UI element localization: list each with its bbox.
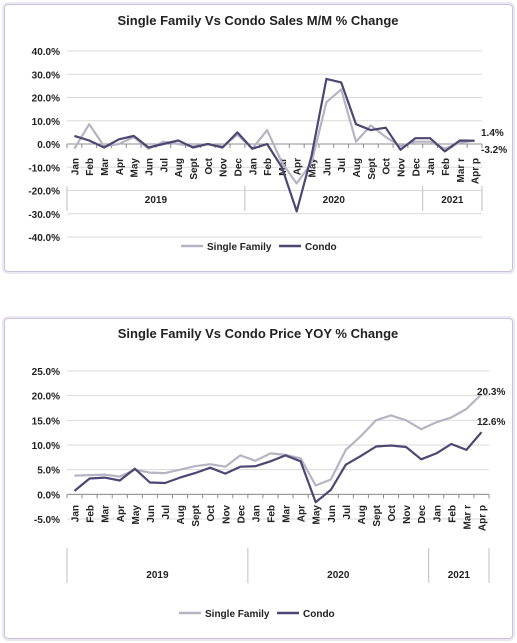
x-tick-label: Dec bbox=[233, 158, 244, 177]
x-tick-label: Mar r bbox=[456, 158, 467, 183]
x-tick-label: Apr p bbox=[471, 158, 482, 184]
x-tick-label: Jul bbox=[342, 505, 353, 520]
x-tick-label: Mar bbox=[100, 158, 111, 176]
x-tick-label: Sept bbox=[372, 504, 383, 526]
x-tick-label: Jun bbox=[146, 505, 157, 523]
x-tick-label: Aug bbox=[174, 158, 185, 177]
y-tick-label: -5.0% bbox=[34, 515, 60, 526]
x-tick-label: Sept bbox=[189, 157, 200, 179]
x-tick-label: Oct bbox=[387, 504, 398, 521]
year-label: 2021 bbox=[441, 195, 464, 206]
y-tick-label: 0.0% bbox=[37, 140, 60, 151]
year-label: 2020 bbox=[323, 195, 346, 206]
y-tick-label: -10.0% bbox=[28, 163, 60, 174]
x-tick-label: Apr bbox=[116, 505, 127, 522]
x-tick-label: Jan bbox=[248, 158, 259, 175]
legend-label: Single Family bbox=[205, 609, 270, 620]
x-tick-label: Sept bbox=[191, 504, 202, 526]
condo-line bbox=[74, 77, 475, 213]
x-tick-label: Jun bbox=[322, 158, 333, 176]
x-tick-label: Oct bbox=[382, 157, 393, 174]
end-value-label: -3.2% bbox=[481, 145, 507, 156]
chart-title: Single Family Vs Condo Sales M/M % Chang… bbox=[118, 13, 399, 28]
y-tick-label: 0.0% bbox=[37, 490, 60, 501]
y-tick-label: 10.0% bbox=[32, 117, 60, 128]
y-tick-label: 30.0% bbox=[32, 70, 60, 81]
y-tick-label: -40.0% bbox=[28, 233, 60, 244]
x-tick-label: Jan bbox=[70, 158, 81, 175]
x-tick-label: Feb bbox=[441, 158, 452, 176]
sales-chart-panel: Single Family Vs Condo Sales M/M % Chang… bbox=[4, 4, 513, 272]
x-tick-label: Nov bbox=[221, 505, 232, 524]
x-tick-label: Jul bbox=[159, 158, 170, 173]
x-tick-label: May bbox=[130, 158, 141, 178]
year-label: 2019 bbox=[146, 570, 169, 581]
year-label: 2019 bbox=[145, 195, 168, 206]
year-label: 2021 bbox=[448, 570, 471, 581]
x-tick-label: Oct bbox=[204, 157, 215, 174]
legend-label: Condo bbox=[305, 242, 337, 253]
legend-label: Single Family bbox=[207, 242, 272, 253]
x-tick-label: Sept bbox=[367, 157, 378, 179]
price-chart-svg: Single Family Vs Condo Price YOY % Chang… bbox=[32, 326, 506, 620]
y-tick-label: 15.0% bbox=[32, 416, 60, 427]
y-tick-label: 20.0% bbox=[32, 392, 60, 403]
x-tick-label: Mar bbox=[278, 158, 289, 176]
sales-chart-svg: Single Family Vs Condo Sales M/M % Chang… bbox=[28, 13, 507, 253]
year-label: 2020 bbox=[327, 570, 350, 581]
x-tick-label: Aug bbox=[357, 505, 368, 524]
x-tick-label: Jan bbox=[251, 505, 262, 522]
x-tick-label: Dec bbox=[417, 505, 428, 524]
x-tick-label: Feb bbox=[447, 505, 458, 523]
x-tick-label: Oct bbox=[206, 504, 217, 521]
x-tick-label: Feb bbox=[263, 158, 274, 176]
end-value-label: 1.4% bbox=[481, 128, 504, 139]
x-tick-label: May bbox=[308, 158, 319, 178]
x-tick-label: Apr bbox=[115, 158, 126, 175]
x-tick-label: Aug bbox=[176, 505, 187, 524]
x-tick-label: May bbox=[131, 505, 142, 525]
x-tick-label: Feb bbox=[266, 505, 277, 523]
y-tick-label: 25.0% bbox=[32, 367, 60, 378]
y-tick-label: 5.0% bbox=[37, 466, 60, 477]
x-tick-label: Feb bbox=[85, 158, 96, 176]
x-tick-label: Jun bbox=[145, 158, 156, 176]
condo-line bbox=[73, 431, 483, 504]
y-tick-label: 10.0% bbox=[32, 441, 60, 452]
x-tick-label: May bbox=[312, 505, 323, 525]
x-tick-label: Nov bbox=[402, 505, 413, 524]
x-tick-label: Nov bbox=[396, 158, 407, 177]
y-tick-label: 20.0% bbox=[32, 94, 60, 105]
x-tick-label: Dec bbox=[411, 158, 422, 177]
y-tick-label: -30.0% bbox=[28, 210, 60, 221]
x-tick-label: Jul bbox=[337, 158, 348, 173]
x-tick-label: Feb bbox=[86, 505, 97, 523]
x-tick-label: Dec bbox=[236, 505, 247, 524]
x-tick-label: Mar bbox=[101, 505, 112, 523]
x-tick-label: Jan bbox=[71, 505, 82, 522]
x-tick-label: Jun bbox=[327, 505, 338, 523]
x-tick-label: Jan bbox=[426, 158, 437, 175]
x-tick-label: Apr bbox=[297, 505, 308, 522]
y-tick-label: 40.0% bbox=[32, 47, 60, 58]
single-family-line bbox=[74, 393, 483, 487]
end-value-label: 20.3% bbox=[477, 387, 505, 398]
x-tick-label: Mar bbox=[282, 505, 293, 523]
x-tick-label: Jan bbox=[432, 505, 443, 522]
x-tick-label: Apr p bbox=[477, 505, 488, 531]
x-tick-label: Mar r bbox=[462, 505, 473, 530]
x-tick-label: Aug bbox=[352, 158, 363, 177]
legend-label: Condo bbox=[303, 609, 335, 620]
price-chart-panel: Single Family Vs Condo Price YOY % Chang… bbox=[4, 318, 513, 639]
y-tick-label: -20.0% bbox=[28, 187, 60, 198]
x-tick-label: Apr bbox=[293, 158, 304, 175]
chart-title: Single Family Vs Condo Price YOY % Chang… bbox=[118, 326, 399, 341]
x-tick-label: Jul bbox=[161, 505, 172, 520]
end-value-label: 12.6% bbox=[477, 417, 505, 428]
x-tick-label: Nov bbox=[219, 158, 230, 177]
